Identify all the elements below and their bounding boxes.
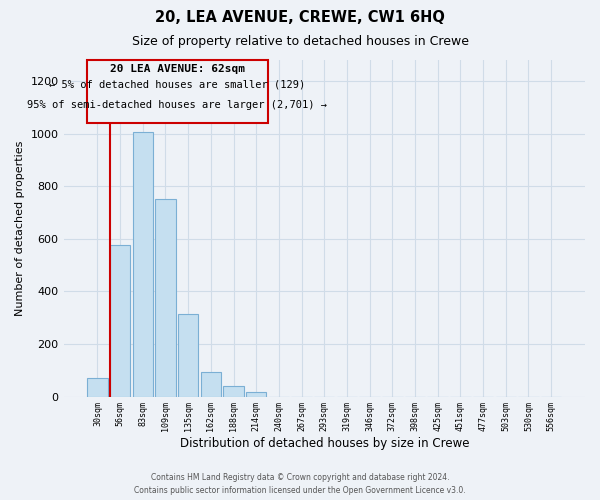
- Text: ← 5% of detached houses are smaller (129): ← 5% of detached houses are smaller (129…: [49, 80, 305, 90]
- Y-axis label: Number of detached properties: Number of detached properties: [15, 140, 25, 316]
- Bar: [223, 386, 244, 396]
- Bar: [87, 378, 107, 396]
- Bar: [155, 200, 176, 396]
- Bar: [110, 246, 130, 396]
- Text: 20 LEA AVENUE: 62sqm: 20 LEA AVENUE: 62sqm: [110, 64, 245, 74]
- Bar: [178, 314, 199, 396]
- Bar: [200, 372, 221, 396]
- Text: 20, LEA AVENUE, CREWE, CW1 6HQ: 20, LEA AVENUE, CREWE, CW1 6HQ: [155, 10, 445, 25]
- Text: Contains HM Land Registry data © Crown copyright and database right 2024.
Contai: Contains HM Land Registry data © Crown c…: [134, 473, 466, 495]
- FancyBboxPatch shape: [87, 60, 268, 123]
- Bar: [246, 392, 266, 396]
- Text: 95% of semi-detached houses are larger (2,701) →: 95% of semi-detached houses are larger (…: [28, 100, 328, 110]
- Bar: [133, 132, 153, 396]
- X-axis label: Distribution of detached houses by size in Crewe: Distribution of detached houses by size …: [179, 437, 469, 450]
- Text: Size of property relative to detached houses in Crewe: Size of property relative to detached ho…: [131, 35, 469, 48]
